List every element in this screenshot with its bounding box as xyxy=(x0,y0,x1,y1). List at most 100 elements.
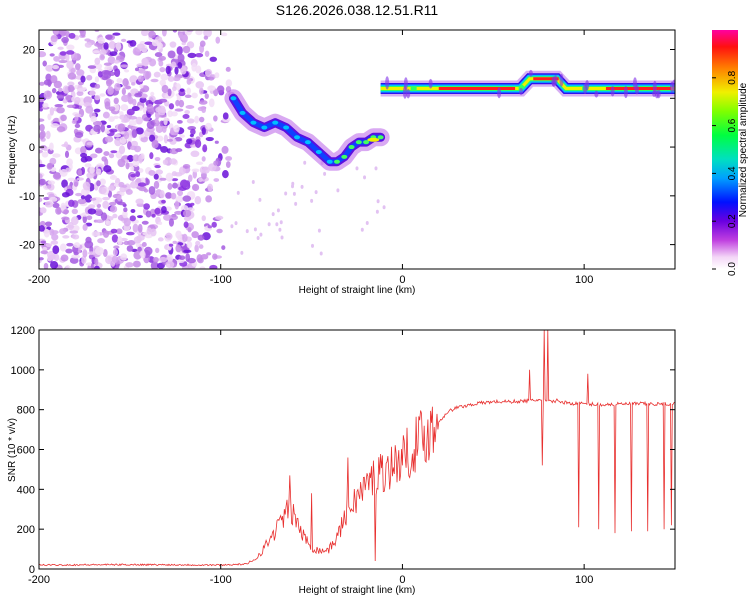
noise-speck xyxy=(153,71,161,78)
noise-speck xyxy=(94,265,100,269)
noise-speck xyxy=(173,124,180,133)
noise-speck xyxy=(178,255,186,261)
noise-speck xyxy=(153,180,160,189)
noise-speck xyxy=(108,201,117,206)
noise-speck xyxy=(135,116,143,125)
track-point xyxy=(355,140,362,145)
noise-speck xyxy=(154,207,161,215)
noise-speck xyxy=(152,256,159,263)
noise-speck xyxy=(65,248,73,254)
noise-speck xyxy=(71,208,78,215)
noise-speck xyxy=(125,189,133,195)
noise-speck xyxy=(61,179,68,188)
noise-speck xyxy=(209,56,218,62)
noise-speck xyxy=(213,160,219,166)
noise-speck xyxy=(133,236,142,244)
noise-speck xyxy=(194,139,202,148)
x-tick-label: -100 xyxy=(210,574,232,586)
noise-speck xyxy=(148,31,156,39)
noise-speck xyxy=(52,153,61,158)
band-speck xyxy=(519,87,524,96)
noise-speck xyxy=(81,212,88,217)
noise-speck xyxy=(71,119,77,125)
noise-speck xyxy=(75,63,81,71)
noise-speck xyxy=(109,128,118,133)
noise-speck xyxy=(179,88,185,92)
noise-speck xyxy=(182,164,191,169)
noise-speck xyxy=(202,166,210,174)
noise-speck xyxy=(155,107,162,113)
noise-speck xyxy=(73,181,79,187)
x-tick-label: -200 xyxy=(28,574,50,586)
noise-speck xyxy=(39,178,46,186)
noise-speck xyxy=(94,208,103,216)
noise-speck xyxy=(44,221,53,227)
noise-speck xyxy=(75,192,83,197)
noise-speck xyxy=(197,106,205,111)
noise-speck xyxy=(119,114,128,121)
noise-speck xyxy=(160,73,169,81)
noise-speck xyxy=(207,225,213,229)
noise-speck xyxy=(186,138,193,145)
noise-speck xyxy=(198,244,204,249)
noise-speck xyxy=(52,245,60,255)
noise-speck xyxy=(170,192,177,200)
noise-speck xyxy=(170,111,178,117)
noise-speck xyxy=(131,82,136,86)
noise-speck xyxy=(184,94,192,99)
noise-speck xyxy=(50,34,58,43)
noise-speck xyxy=(76,177,84,181)
noise-speck xyxy=(107,256,113,263)
noise-speck xyxy=(363,175,367,180)
noise-speck xyxy=(108,185,115,192)
y-tick-label: 600 xyxy=(17,445,35,457)
noise-speck xyxy=(137,75,144,82)
noise-speck xyxy=(140,133,145,138)
noise-speck xyxy=(66,104,76,108)
spectrogram-frame xyxy=(38,29,676,270)
noise-speck xyxy=(201,127,206,136)
noise-speck xyxy=(135,170,141,177)
noise-speck xyxy=(90,115,97,123)
noise-speck xyxy=(172,182,178,189)
colorbar-gradient xyxy=(712,30,738,269)
noise-speck xyxy=(139,251,145,257)
noise-speck xyxy=(161,125,167,133)
noise-speck xyxy=(82,181,91,191)
noise-speck xyxy=(323,171,327,176)
noise-speck xyxy=(280,235,284,240)
noise-speck xyxy=(39,51,47,58)
noise-speck xyxy=(97,238,106,244)
noise-speck xyxy=(267,222,271,227)
noise-speck xyxy=(132,98,137,106)
band-speck xyxy=(623,85,628,99)
noise-speck xyxy=(104,136,114,143)
noise-speck xyxy=(230,224,234,229)
noise-speck xyxy=(310,198,314,203)
noise-speck xyxy=(382,205,386,210)
noise-speck xyxy=(51,88,57,94)
noise-speck xyxy=(116,77,123,84)
noise-speck xyxy=(167,88,172,97)
colorbar-tick-label: 0.2 xyxy=(727,214,738,228)
noise-speck xyxy=(159,66,166,73)
noise-speck xyxy=(145,210,152,218)
noise-speck xyxy=(130,140,139,147)
noise-speck xyxy=(56,94,65,100)
noise-speck xyxy=(170,61,177,69)
noise-speck xyxy=(95,168,102,176)
noise-speck xyxy=(174,200,180,210)
colorbar-tick-label: 0.8 xyxy=(727,70,738,84)
noise-speck xyxy=(47,113,52,121)
noise-speck xyxy=(60,202,66,211)
noise-speck xyxy=(65,94,72,101)
noise-speck xyxy=(53,55,60,62)
noise-speck xyxy=(84,155,93,162)
noise-speck xyxy=(292,191,296,196)
noise-speck xyxy=(130,173,136,178)
noise-speck xyxy=(112,32,121,36)
noise-speck xyxy=(39,149,44,154)
noise-speck xyxy=(161,30,167,37)
noise-speck xyxy=(174,108,184,112)
